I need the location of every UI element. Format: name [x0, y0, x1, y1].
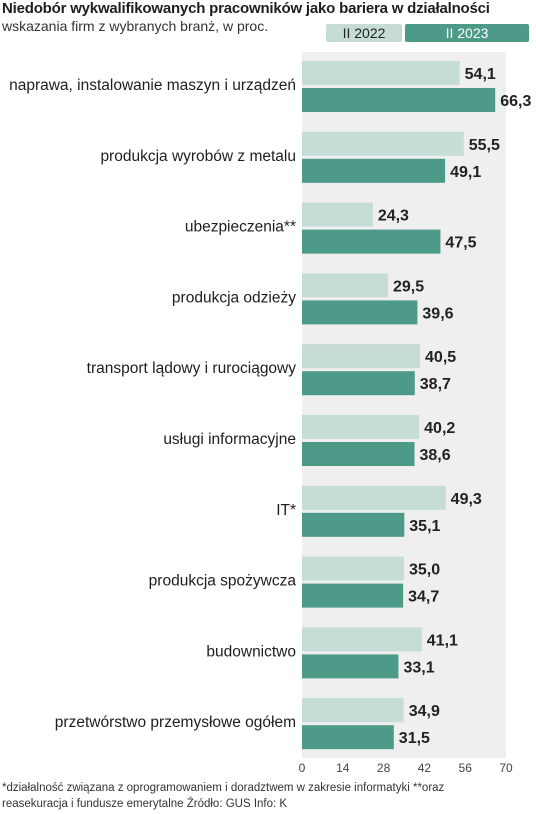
data-label: 31,5	[399, 730, 430, 747]
category-label: transport lądowy i rurociągowy	[87, 360, 297, 377]
bar-ii-2022	[302, 698, 404, 723]
data-label: 38,7	[420, 376, 451, 393]
category-label: przetwórstwo przemysłowe ogółem	[55, 714, 296, 731]
data-label: 34,7	[408, 589, 439, 606]
legend-label-2022: II 2022	[342, 25, 386, 41]
data-label: 29,5	[393, 278, 424, 295]
x-tick-label: 42	[418, 761, 432, 775]
data-label: 34,9	[409, 703, 440, 720]
bar-ii-2023	[302, 654, 399, 679]
x-tick-label: 28	[377, 761, 391, 775]
bar-ii-2023	[302, 158, 446, 183]
bar-ii-2022	[302, 131, 464, 156]
data-label: 41,1	[427, 632, 458, 649]
data-label: 54,1	[465, 66, 496, 83]
bar-ii-2023	[302, 371, 415, 396]
legend-swatch-2022	[326, 24, 402, 42]
bar-ii-2023	[302, 583, 404, 608]
data-label: 55,5	[469, 137, 500, 154]
data-label: 24,3	[378, 208, 409, 225]
data-label: 38,6	[419, 447, 450, 464]
bar-ii-2023	[302, 229, 441, 254]
data-label: 39,6	[422, 305, 453, 322]
category-label: IT*	[276, 502, 296, 519]
category-label: ubezpieczenia**	[185, 219, 296, 236]
bar-ii-2023	[302, 300, 418, 325]
data-label: 40,2	[424, 420, 455, 437]
x-tick-label: 56	[459, 761, 473, 775]
bar-ii-2023	[302, 512, 405, 537]
bar-ii-2022	[302, 202, 373, 227]
bar-ii-2023	[302, 88, 496, 112]
chart-subtitle: wskazania firm z wybranych branż, w proc…	[2, 18, 269, 34]
x-tick-label: 14	[336, 761, 350, 775]
data-label: 35,0	[409, 562, 440, 579]
bar-ii-2022	[302, 627, 422, 652]
footnote: *działalność związana z oprogramowaniem …	[2, 780, 534, 812]
category-label: produkcja spożywcza	[149, 573, 297, 590]
data-label: 66,3	[500, 93, 531, 110]
category-label: naprawa, instalowanie maszyn i urządzeń	[9, 77, 296, 94]
category-label: produkcja odzieży	[172, 289, 296, 306]
data-label: 33,1	[403, 659, 434, 676]
plot-background	[302, 52, 506, 758]
x-tick-label: 70	[499, 761, 513, 775]
data-label: 49,3	[451, 491, 482, 508]
footnote-line-2: reasekuracja i fundusze emerytalne Źródł…	[2, 798, 288, 810]
data-label: 49,1	[450, 164, 481, 181]
bar-ii-2022	[302, 61, 460, 85]
legend-swatch-2023	[405, 24, 529, 42]
bar-ii-2023	[302, 725, 394, 750]
data-label: 35,1	[409, 518, 440, 535]
bar-ii-2022	[302, 273, 388, 298]
chart-title: Niedobór wykwalifikowanych pracowników j…	[2, 0, 490, 17]
category-label: usługi informacyjne	[163, 431, 296, 448]
x-tick-label: 0	[299, 761, 306, 775]
bar-ii-2022	[302, 556, 404, 581]
category-label: produkcja wyrobów z metalu	[100, 148, 296, 165]
data-label: 40,5	[425, 349, 456, 366]
bar-ii-2022	[302, 344, 421, 369]
footnote-line-1: *działalność związana z oprogramowaniem …	[2, 782, 445, 794]
bar-ii-2022	[302, 415, 420, 439]
data-label: 47,5	[445, 235, 476, 252]
bar-ii-2022	[302, 485, 446, 510]
legend-label-2023: II 2023	[445, 25, 489, 41]
bar-ii-2023	[302, 442, 415, 466]
category-label: budownictwo	[206, 643, 296, 660]
